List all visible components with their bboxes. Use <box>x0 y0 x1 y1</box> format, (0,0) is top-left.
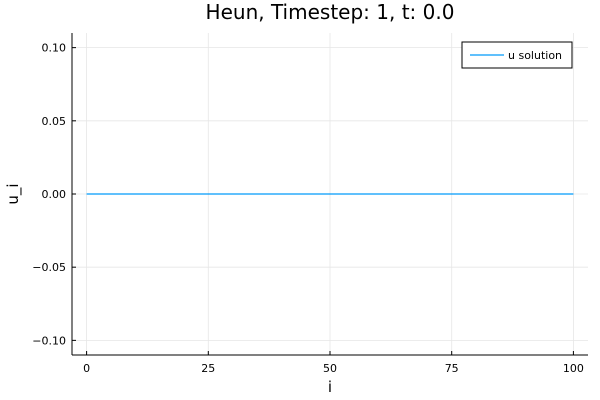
x-tick-label: 50 <box>323 362 337 375</box>
y-ticks: 0.10 0.05 0.00 −0.05 −0.10 <box>32 42 76 347</box>
y-axis-label: u_i <box>4 183 23 204</box>
y-tick-label: −0.05 <box>32 261 66 274</box>
x-tick-label: 75 <box>445 362 459 375</box>
y-tick-label: 0.00 <box>42 188 67 201</box>
legend: u solution <box>461 41 573 69</box>
y-tick-label: 0.10 <box>42 42 67 55</box>
legend-label-u-solution: u solution <box>508 49 562 62</box>
y-tick-label: −0.10 <box>32 334 66 347</box>
x-tick-label: 100 <box>563 362 584 375</box>
x-axis-label: i <box>328 378 332 396</box>
y-tick-label: 0.05 <box>42 115 67 128</box>
x-tick-label: 0 <box>83 362 90 375</box>
chart-title: Heun, Timestep: 1, t: 0.0 <box>206 0 455 24</box>
x-tick-label: 25 <box>201 362 215 375</box>
x-ticks: 0 25 50 75 100 <box>83 351 584 375</box>
